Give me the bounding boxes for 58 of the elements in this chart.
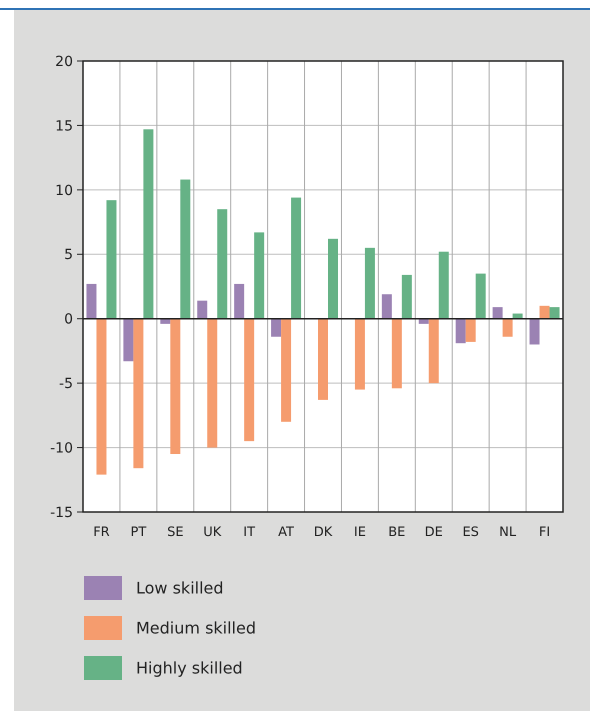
bar [207,318,218,448]
bar [170,318,180,454]
x-tick-label: IT [243,525,256,540]
bar [328,238,338,319]
x-tick-label: NL [499,525,517,540]
bar [143,129,154,319]
x-tick-label: IE [354,525,366,540]
bar [106,200,116,319]
bar [402,274,412,319]
y-tick-label: -5 [59,376,73,392]
y-tick-label: 5 [64,247,73,264]
bar [86,284,96,319]
bar [540,306,550,319]
x-tick-label: ES [462,525,479,540]
legend-label: Medium skilled [136,618,256,638]
y-tick-label: -15 [50,504,73,521]
bar [364,248,375,319]
bar [254,232,264,319]
y-tick-label: 10 [55,182,73,199]
bar [392,318,402,388]
bar [291,198,302,319]
bar [217,209,228,319]
bar [271,318,282,337]
bar [456,318,466,344]
bar [382,294,392,319]
x-tick-label: PT [130,525,146,540]
bar [244,318,254,442]
bar [318,318,328,400]
y-tick-label: -10 [50,440,73,456]
bar [123,318,134,362]
bar [502,318,513,337]
x-tick-label: DK [314,525,333,540]
x-tick-label: UK [203,525,222,540]
x-tick-label: DE [424,525,443,540]
y-tick-label: 15 [55,118,73,134]
bar [197,300,208,319]
bar [281,318,292,422]
bar [234,284,244,319]
x-tick-label: SE [167,525,184,540]
bar [550,307,560,319]
x-tick-label: AT [278,525,294,540]
bar [96,318,106,475]
legend-label: Low skilled [136,578,224,598]
bar [530,318,540,344]
bar [492,307,503,319]
legend-label: Highly skilled [136,658,243,678]
x-tick-label: BE [388,525,406,540]
bar [438,252,449,319]
bar [354,318,365,390]
y-tick-label: 0 [64,312,73,328]
x-tick-label: FI [538,525,550,540]
bar [466,318,476,342]
bar [428,318,439,384]
bar [133,318,144,468]
bar [476,274,486,319]
y-tick-label: 20 [55,54,73,70]
bar [180,180,190,319]
x-tick-label: FR [93,525,110,540]
